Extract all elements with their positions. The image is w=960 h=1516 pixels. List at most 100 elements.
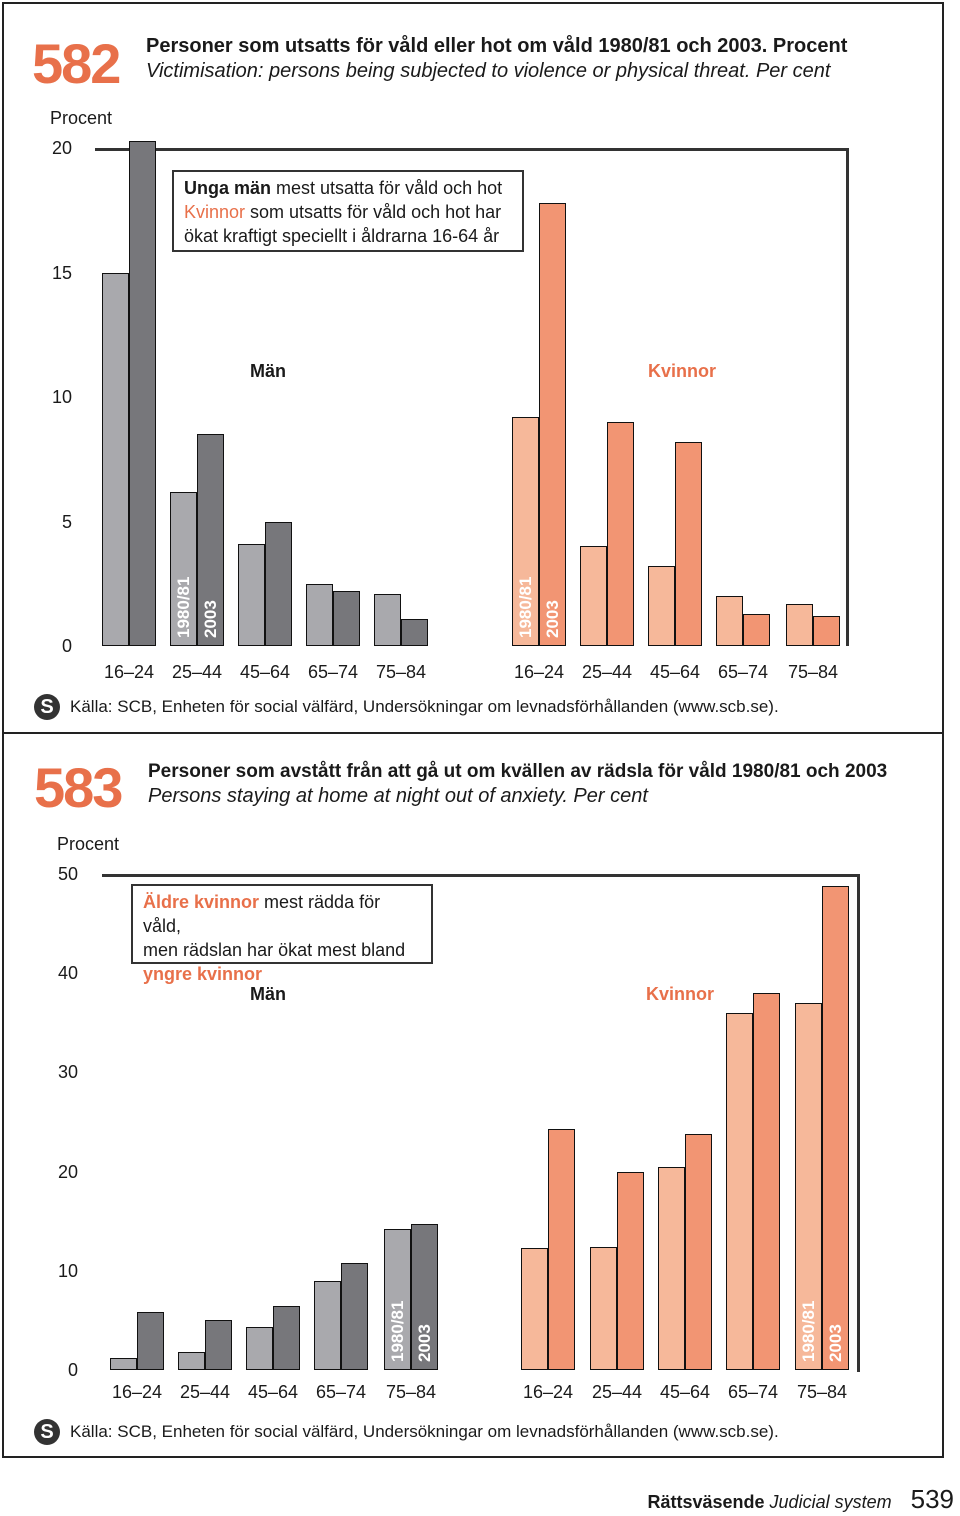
bar-year-label: 1980/81 xyxy=(388,1300,407,1362)
chart-title: Personer som avstått från att gå ut om k… xyxy=(148,759,887,809)
men-bar-1980 xyxy=(110,1358,137,1370)
y-tick-label: 15 xyxy=(51,262,72,283)
x-tick-label: 75–84 xyxy=(385,1382,437,1402)
x-tick-label: 16–24 xyxy=(522,1382,574,1402)
note-orange: Kvinnor xyxy=(184,202,246,222)
plot-area xyxy=(102,874,860,1372)
x-tick-label: 65–74 xyxy=(717,662,769,682)
page-number: 539 xyxy=(910,1484,954,1514)
bar-year-label: 1980/81 xyxy=(174,576,193,638)
scb-logo-icon: S xyxy=(34,694,60,720)
men-bar-2003 xyxy=(197,434,224,646)
note-bold: Unga män xyxy=(184,178,272,198)
women-bar-2003 xyxy=(607,421,634,646)
x-tick-label: 75–84 xyxy=(787,662,839,682)
women-bar-1980 xyxy=(590,1246,617,1370)
x-tick-label: 75–84 xyxy=(796,1382,848,1402)
source-line: S Källa: SCB, Enheten för social välfärd… xyxy=(34,694,779,720)
women-bar-2003 xyxy=(617,1171,644,1370)
x-tick-label: 65–74 xyxy=(307,662,359,682)
page-footer: Rättsväsende Judicial system 539 xyxy=(647,1484,954,1515)
women-bar-1980 xyxy=(580,546,607,646)
group-label-women: Kvinnor xyxy=(646,984,715,1004)
note-text: som utsatts för våld och hot har xyxy=(245,202,502,222)
men-bar-2003 xyxy=(137,1312,164,1370)
men-bar-1980 xyxy=(102,272,129,646)
y-tick-label: 0 xyxy=(61,636,72,656)
women-bar-1980 xyxy=(658,1166,685,1370)
title-swedish: Personer som utsatts för våld eller hot … xyxy=(146,35,848,57)
x-tick-label: 25–44 xyxy=(179,1382,231,1402)
x-tick-label: 25–44 xyxy=(591,1382,643,1402)
women-bar-2003 xyxy=(685,1133,712,1370)
x-tick-label: 45–64 xyxy=(239,662,291,682)
y-tick-label: 10 xyxy=(57,1260,78,1281)
note-text: ökat kraftigt speciellt i åldrarna 16-64… xyxy=(184,226,500,246)
men-bar-2003 xyxy=(205,1320,232,1370)
chart-number: 582 xyxy=(32,32,121,95)
x-tick-label: 45–64 xyxy=(659,1382,711,1402)
women-bar-1980 xyxy=(716,596,743,646)
source-text: Källa: SCB, Enheten för social välfärd, … xyxy=(70,1422,779,1441)
x-tick-label: 75–84 xyxy=(375,662,427,682)
bar-year-label: 2003 xyxy=(543,600,562,638)
men-bar-1980 xyxy=(170,491,197,646)
bar-year-label: 2003 xyxy=(415,1324,434,1362)
men-bar-2003 xyxy=(333,591,360,646)
women-bar-2003 xyxy=(539,202,566,646)
men-bar-1980 xyxy=(238,543,265,646)
bar-year-label: 2003 xyxy=(826,1324,845,1362)
y-tick-label: 30 xyxy=(57,1062,78,1083)
note-text: mest rädda för våld, xyxy=(143,892,381,936)
x-tick-label: 65–74 xyxy=(727,1382,779,1402)
x-tick-label: 65–74 xyxy=(315,1382,367,1402)
plot-area xyxy=(95,148,849,646)
women-bar-2003 xyxy=(822,885,849,1370)
men-bar-2003 xyxy=(411,1224,438,1370)
page-frame xyxy=(2,2,944,1458)
bar-year-label: 1980/81 xyxy=(799,1300,818,1362)
women-bar-2003 xyxy=(548,1128,575,1370)
source-text: Källa: SCB, Enheten för social välfärd, … xyxy=(70,697,779,716)
footer-section-en: Judicial system xyxy=(769,1492,892,1512)
y-tick-label: 10 xyxy=(51,387,72,407)
men-bar-2003 xyxy=(401,618,428,646)
men-bar-1980 xyxy=(314,1280,341,1370)
group-label-men: Män xyxy=(250,361,286,381)
x-tick-label: 45–64 xyxy=(649,662,701,682)
y-tick-label: 20 xyxy=(57,1161,78,1182)
source-line: S Källa: SCB, Enheten för social välfärd… xyxy=(34,1419,779,1445)
title-english: Victimisation: persons being subjected t… xyxy=(146,60,831,82)
women-bar-2003 xyxy=(675,441,702,646)
y-tick-label: 0 xyxy=(67,1360,78,1380)
x-tick-label: 16–24 xyxy=(103,662,155,682)
note-text: mest utsatta för våld och hot xyxy=(271,178,503,198)
men-bar-1980 xyxy=(178,1352,205,1370)
chart-title: Personer som utsatts för våld eller hot … xyxy=(146,34,847,84)
men-bar-2003 xyxy=(129,140,156,646)
x-tick-label: 25–44 xyxy=(581,662,633,682)
men-bar-2003 xyxy=(273,1305,300,1370)
women-bar-1980 xyxy=(648,566,675,646)
women-bar-1980 xyxy=(521,1247,548,1370)
note-orange: yngre kvinnor xyxy=(143,964,263,984)
women-bar-1980 xyxy=(726,1012,753,1370)
men-bar-2003 xyxy=(341,1262,368,1370)
x-tick-label: 16–24 xyxy=(513,662,565,682)
bar-year-label: 1980/81 xyxy=(516,576,535,638)
annotation-box: Unga män mest utsatta för våld och hot K… xyxy=(172,170,524,252)
y-tick-label: 5 xyxy=(61,511,72,532)
y-axis-label: Procent xyxy=(57,834,120,854)
x-tick-label: 45–64 xyxy=(247,1382,299,1402)
section-divider xyxy=(2,732,944,734)
group-label-men: Män xyxy=(250,984,286,1004)
title-swedish: Personer som avstått från att gå ut om k… xyxy=(148,761,888,782)
women-bar-1980 xyxy=(512,416,539,646)
annotation-box: Äldre kvinnor mest rädda för våld, men r… xyxy=(131,884,433,984)
title-english: Persons staying at home at night out of … xyxy=(148,785,648,807)
women-bar-1980 xyxy=(795,1002,822,1370)
note-orange: Äldre kvinnor xyxy=(143,892,260,912)
women-bar-2003 xyxy=(753,993,780,1370)
men-bar-1980 xyxy=(384,1229,411,1370)
men-bar-2003 xyxy=(265,521,292,646)
